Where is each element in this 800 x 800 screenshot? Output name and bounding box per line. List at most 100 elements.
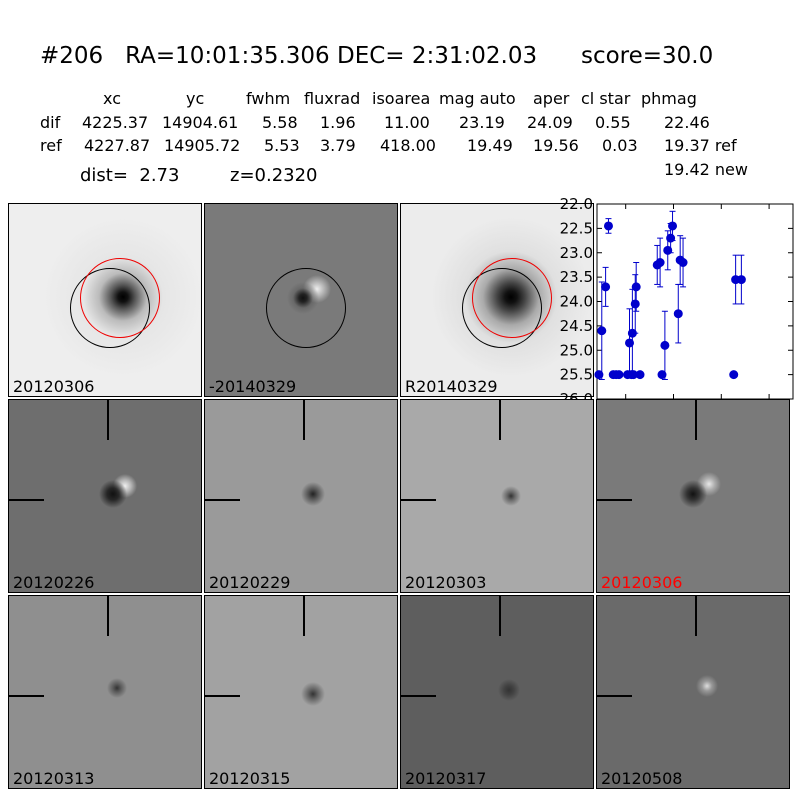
detection-circle [80,258,160,338]
crosshair-vertical-tick [695,596,697,636]
y-tick-label: 25.5 [560,366,593,384]
data-point [729,370,739,380]
data-point [657,370,667,380]
crosshair-vertical-tick [303,596,305,636]
new-phmag: 19.42 new [664,160,748,179]
y-tick-label: 25.0 [560,341,593,359]
reference-position-circle [266,268,346,348]
dif-aper: 24.09 [527,113,573,132]
col-header-cl-star: cl star [581,89,631,108]
image-panel-search: 20120306 [8,203,202,397]
ref-aper: 19.56 [533,136,579,155]
dif-yc: 14904.61 [162,113,239,132]
stamp-date-label: 20120229 [209,573,291,592]
data-point [736,275,746,285]
crosshair-vertical-tick [107,400,109,440]
dif-isoarea: 11.00 [384,113,430,132]
crosshair-horizontal-tick [205,499,240,501]
dif-phmag: 22.46 [664,113,710,132]
y-tick-label: 23.5 [560,268,593,286]
data-point [597,326,607,336]
col-header-phmag: phmag [641,89,697,108]
stamp-date-label: 20120226 [13,573,95,592]
candidate-title: #206 RA=10:01:35.306 DEC= 2:31:02.03 sco… [40,43,714,69]
ref-xc: 4227.87 [84,136,151,155]
crosshair-horizontal-tick [597,695,632,697]
ref-fwhm: 5.53 [264,136,300,155]
y-tick-label: 22.5 [560,219,593,237]
crosshair-vertical-tick [303,400,305,440]
stamp-panel-20120229: 20120229 [204,399,398,593]
ref-fluxrad: 3.79 [320,136,356,155]
detection-circle [472,258,552,338]
stamp-panel-20120315: 20120315 [204,595,398,789]
stamp-date-label: 20120306 [601,573,683,592]
data-point [655,258,665,267]
row-label-ref: ref [40,136,62,155]
data-point [673,309,683,319]
crosshair-horizontal-tick [9,695,44,697]
stamp-panel-20120226: 20120226 [8,399,202,593]
y-tick-label: 23.0 [560,244,593,262]
col-header-xc: xc [103,89,121,108]
col-header-mag-auto: mag auto [439,89,516,108]
crosshair-horizontal-tick [205,695,240,697]
data-point [678,258,688,267]
stamp-date-label: 20120303 [405,573,487,592]
crosshair-horizontal-tick [401,695,436,697]
dif-fluxrad: 1.96 [320,113,356,132]
dif-xc: 4225.37 [82,113,149,132]
data-point [668,221,678,231]
crosshair-vertical-tick [499,400,501,440]
ref-mag-auto: 19.49 [467,136,513,155]
stamp-date-label: 20120317 [405,769,487,788]
stamp-date-label: 20120508 [601,769,683,788]
panel-label: R20140329 [405,377,498,396]
ref-phmag: 19.37 ref [664,136,737,155]
data-point [601,282,611,292]
stamp-date-label: 20120315 [209,769,291,788]
image-panel-reference: R20140329 [400,203,594,397]
ref-cl-star: 0.03 [602,136,638,155]
stamp-panel-20120317: 20120317 [400,595,594,789]
col-header-aper: aper [533,89,570,108]
col-header-fluxrad: fluxrad [304,89,361,108]
panel-label: -20140329 [209,377,297,396]
stamp-date-label: 20120313 [13,769,95,788]
row-label-dif: dif [40,113,61,132]
data-point [660,340,670,350]
col-header-isoarea: isoarea [372,89,431,108]
redshift-value: z=0.2320 [230,165,318,186]
dif-fwhm: 5.58 [262,113,298,132]
stamp-panel-20120303: 20120303 [400,399,594,593]
crosshair-vertical-tick [695,400,697,440]
data-point [594,370,604,380]
stamp-panel-20120508: 20120508 [596,595,790,789]
plot-frame [596,203,794,400]
y-tick-label: 24.0 [560,293,593,311]
stamp-panel-20120306: 20120306 [596,399,790,593]
crosshair-vertical-tick [107,596,109,636]
col-header-fwhm: fwhm [246,89,291,108]
data-point [614,370,624,380]
light-curve-chart: 22.022.523.023.524.024.525.025.526.0-500… [560,195,794,414]
crosshair-horizontal-tick [597,499,632,501]
data-point [625,338,635,348]
stamp-panel-20120313: 20120313 [8,595,202,789]
col-header-yc: yc [186,89,205,108]
data-point [603,221,613,231]
dif-mag-auto: 23.19 [459,113,505,132]
ref-isoarea: 418.00 [380,136,436,155]
crosshair-horizontal-tick [401,499,436,501]
data-point [635,370,645,380]
image-panel-difference: -20140329 [204,203,398,397]
dif-cl-star: 0.55 [595,113,631,132]
ref-yc: 14905.72 [164,136,241,155]
crosshair-vertical-tick [499,596,501,636]
data-point [631,282,641,292]
y-tick-label: 22.0 [560,195,593,213]
y-tick-label: 24.5 [560,317,593,335]
panel-label: 20120306 [13,377,95,396]
distance-value: dist= 2.73 [80,165,180,186]
data-point [630,299,640,309]
